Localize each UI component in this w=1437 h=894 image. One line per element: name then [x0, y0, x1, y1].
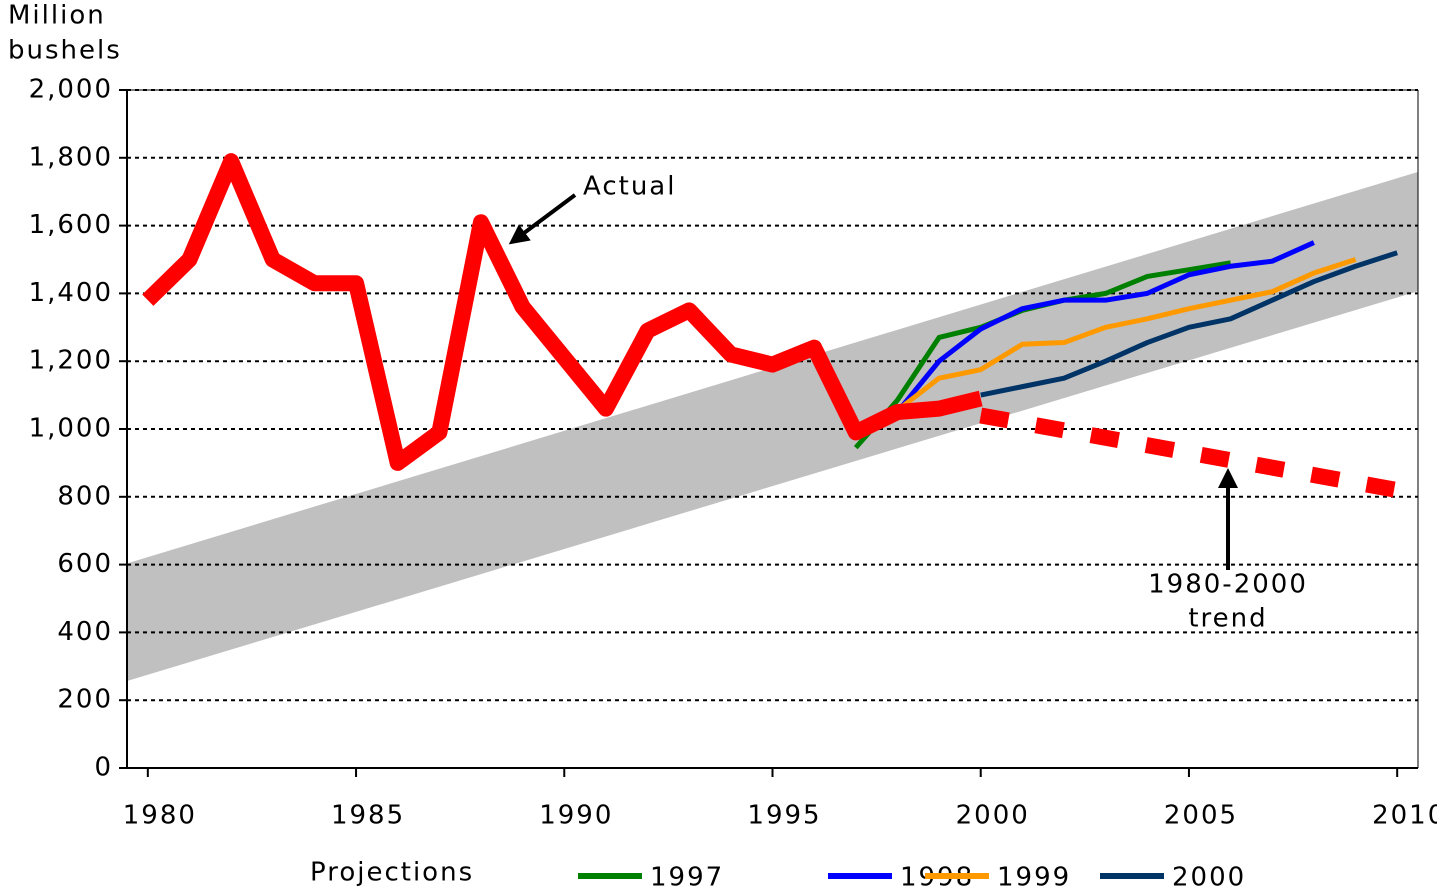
legend-title: Projections — [310, 858, 474, 888]
y-tick-label: 800 — [57, 481, 113, 511]
y-tick-label: 600 — [57, 549, 113, 579]
x-tick-label: 1985 — [331, 801, 405, 831]
y-tick-label: 2,000 — [29, 75, 113, 105]
projection-line — [895, 257, 1357, 413]
y-tick-label: 1,600 — [29, 210, 113, 240]
y-tick-label: 0 — [94, 753, 113, 783]
y-tick-label: 1,400 — [29, 278, 113, 308]
annotation: Actual — [583, 172, 676, 202]
annotation: 1980-2000 — [1148, 570, 1308, 600]
projection-line — [895, 240, 1315, 414]
x-tick-label: 1980 — [123, 801, 197, 831]
x-tick-label: 1990 — [539, 801, 613, 831]
y-axis-label: bushels — [8, 36, 122, 66]
y-tick-label: 1,000 — [29, 414, 113, 444]
annotation: trend — [1188, 604, 1267, 634]
y-tick-label: 1,800 — [29, 142, 113, 172]
x-tick-label: 2010 — [1372, 801, 1437, 831]
legend-label: 2000 — [1172, 863, 1246, 893]
x-tick-label: 1995 — [747, 801, 821, 831]
y-tick-label: 200 — [57, 685, 113, 715]
y-tick-label: 400 — [57, 617, 113, 647]
projection-line — [980, 250, 1398, 398]
x-tick-label: 2000 — [956, 801, 1030, 831]
legend-label: 1997 — [650, 863, 724, 893]
legend-label: 1999 — [997, 863, 1071, 893]
y-axis-label: Million — [8, 1, 106, 31]
actual-line — [142, 153, 983, 471]
x-tick-label: 2005 — [1164, 801, 1238, 831]
y-tick-label: 1,200 — [29, 346, 113, 376]
trend-line — [979, 407, 1399, 498]
annotation-arrow — [508, 193, 577, 245]
